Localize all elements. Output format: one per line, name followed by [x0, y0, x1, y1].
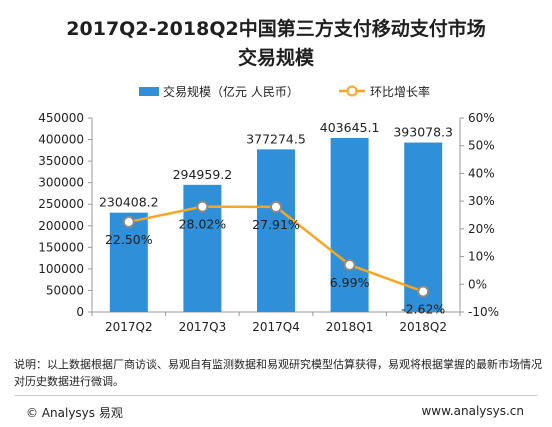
- chart-subtitle: 交易规模: [237, 47, 314, 69]
- bar-2017Q4: [257, 149, 295, 312]
- x-tick-label: 2018Q2: [399, 320, 447, 334]
- y-right-tick-label: 20%: [468, 222, 495, 236]
- growth-rate-point-2018Q2: [417, 285, 430, 298]
- chart-note: 说明：以上数据根据厂商访谈、易观自有监测数据和易观研究模型估算获得，易观将根据掌…: [14, 358, 542, 388]
- growth-rate-label: 6.99%: [330, 275, 370, 290]
- bar-2017Q2: [109, 212, 148, 312]
- y-left-tick-label: 350000: [38, 154, 84, 168]
- bar-value-label: 230408.2: [99, 195, 159, 210]
- bar-2018Q1: [330, 137, 369, 312]
- y-left-tick-label: 0: [76, 305, 84, 319]
- x-tick-label: 2017Q3: [179, 320, 227, 334]
- chart-title: 2017Q2-2018Q2中国第三方支付移动支付市场: [66, 18, 486, 40]
- y-left-tick-label: 150000: [38, 240, 84, 254]
- y-right-tick-label: 50%: [468, 139, 495, 153]
- bar-2018Q2: [404, 142, 443, 312]
- x-tick-label: 2017Q4: [252, 320, 300, 334]
- y-right-tick-label: 40%: [468, 166, 495, 180]
- y-left-tick-label: 300000: [38, 176, 84, 190]
- legend-bar-swatch: [139, 87, 159, 96]
- y-right-tick-label: -10%: [468, 305, 499, 319]
- bar-value-label: 393078.3: [393, 125, 453, 140]
- y-right-tick-label: 30%: [468, 194, 495, 208]
- footer-website: www.analysys.cn: [421, 404, 524, 418]
- growth-rate-label: -2.62%: [401, 302, 445, 317]
- footer-copyright: © Analysys 易观: [26, 406, 123, 420]
- y-left-tick-label: 250000: [38, 197, 84, 211]
- y-left-tick-label: 400000: [38, 133, 84, 147]
- x-tick-label: 2017Q2: [105, 320, 153, 334]
- bar-value-label: 377274.5: [246, 131, 306, 146]
- growth-rate-label: 22.50%: [105, 232, 153, 247]
- y-left-tick-label: 100000: [38, 262, 84, 276]
- y-left-tick-label: 450000: [38, 111, 84, 125]
- y-right-tick-label: 0%: [468, 277, 487, 291]
- y-right-tick-label: 10%: [468, 250, 495, 264]
- footer-divider: [14, 395, 538, 396]
- y-right-tick-label: 60%: [468, 111, 495, 125]
- y-left-tick-label: 200000: [38, 219, 84, 233]
- growth-rate-point-2017Q2: [122, 215, 135, 228]
- growth-rate-point-2017Q3: [196, 200, 209, 213]
- growth-rate-point-2018Q1: [343, 258, 356, 271]
- y-left-tick-label: 50000: [46, 283, 84, 297]
- legend-bar-label: 交易规模（亿元 人民币）: [163, 84, 299, 99]
- growth-rate-label: 28.02%: [179, 217, 227, 232]
- legend-line-marker: [346, 85, 358, 97]
- bar-value-label: 294959.2: [173, 167, 233, 182]
- bar-value-label: 403645.1: [320, 120, 380, 135]
- legend-line-label: 环比增长率: [370, 84, 430, 99]
- growth-rate-label: 27.91%: [252, 217, 300, 232]
- growth-rate-point-2017Q4: [270, 200, 282, 213]
- x-tick-label: 2018Q1: [326, 320, 374, 334]
